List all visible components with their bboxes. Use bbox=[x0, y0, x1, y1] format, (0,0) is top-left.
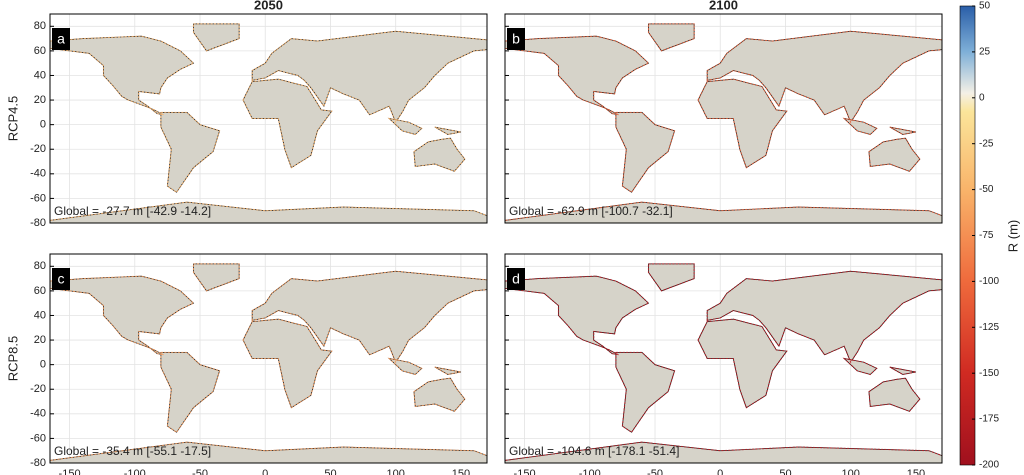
x-tick-label: 150 bbox=[452, 468, 470, 475]
global-annotation: Global = -27.7 m [-42.9 -14.2] bbox=[54, 204, 211, 218]
y-tick-label: 20 bbox=[34, 334, 46, 346]
colorbar-tick-label: -50 bbox=[979, 184, 994, 195]
x-tick-label: -150 bbox=[59, 468, 81, 475]
map-panel: c Global = -35.4 m [-55.1 -17.5] bbox=[49, 253, 488, 464]
x-tick-label: -100 bbox=[579, 468, 601, 475]
row-label: RCP4.5 bbox=[5, 96, 20, 142]
y-tick-label: 40 bbox=[34, 309, 46, 321]
panel-frame bbox=[504, 13, 943, 224]
colorbar-label: R (m) bbox=[1005, 220, 1020, 253]
x-tick-label: -50 bbox=[192, 468, 208, 475]
x-tick-label: 0 bbox=[717, 468, 723, 475]
panel-frame bbox=[504, 253, 943, 464]
y-tick-label: 60 bbox=[34, 285, 46, 297]
column-title: 2050 bbox=[254, 0, 283, 12]
panel-letter: c bbox=[58, 271, 65, 287]
colorbar-tick-label: -25 bbox=[979, 138, 994, 149]
panel-frame bbox=[49, 253, 488, 464]
x-tick-label: -100 bbox=[124, 468, 146, 475]
y-tick-label: -20 bbox=[30, 383, 46, 395]
y-tick-label: 0 bbox=[40, 119, 46, 131]
colorbar-tick-label: -125 bbox=[979, 322, 999, 333]
colorbar-tick-label: -200 bbox=[979, 460, 999, 471]
x-tick-label: 100 bbox=[842, 468, 860, 475]
panel-letter: b bbox=[512, 31, 520, 47]
map-panel: a Global = -27.7 m [-42.9 -14.2] bbox=[49, 13, 488, 224]
letter-box bbox=[52, 268, 70, 290]
x-tick-label: 50 bbox=[324, 468, 336, 475]
row-label: RCP8.5 bbox=[5, 336, 20, 382]
y-tick-label: 40 bbox=[34, 69, 46, 81]
x-tick-label: 100 bbox=[387, 468, 405, 475]
y-tick-label: -20 bbox=[30, 143, 46, 155]
x-tick-label: 0 bbox=[262, 468, 268, 475]
colorbar-tick-label: -175 bbox=[979, 414, 999, 425]
y-tick-label: -60 bbox=[30, 432, 46, 444]
y-tick-label: 20 bbox=[34, 94, 46, 106]
y-tick-label: -60 bbox=[30, 192, 46, 204]
y-tick-label: 80 bbox=[34, 260, 46, 272]
letter-box bbox=[507, 268, 525, 290]
panel-frame bbox=[49, 13, 488, 224]
panel-letter: d bbox=[512, 271, 520, 287]
global-annotation: Global = -62.9 m [-100.7 -32.1] bbox=[509, 204, 673, 218]
x-tick-label: 150 bbox=[907, 468, 925, 475]
x-tick-label: 50 bbox=[779, 468, 791, 475]
letter-box bbox=[507, 28, 525, 50]
global-annotation: Global = -104.6 m [-178.1 -51.4] bbox=[509, 444, 679, 458]
map-panel: d Global = -104.6 m [-178.1 -51.4] bbox=[504, 253, 943, 464]
y-tick-label: 60 bbox=[34, 45, 46, 57]
y-tick-label: -80 bbox=[30, 217, 46, 229]
y-tick-label: -40 bbox=[30, 408, 46, 420]
colorbar-tick-label: 50 bbox=[979, 1, 991, 12]
y-tick-label: 0 bbox=[40, 359, 46, 371]
global-annotation: Global = -35.4 m [-55.1 -17.5] bbox=[54, 444, 211, 458]
colorbar-tick-label: 0 bbox=[979, 92, 985, 103]
colorbar-tick-label: 25 bbox=[979, 47, 991, 58]
x-tick-label: -50 bbox=[647, 468, 663, 475]
y-tick-label: -40 bbox=[30, 168, 46, 180]
column-title: 2100 bbox=[709, 0, 738, 12]
colorbar-tick-label: -100 bbox=[979, 276, 999, 287]
colorbar-tick-label: -75 bbox=[979, 230, 994, 241]
map-panel: b Global = -62.9 m [-100.7 -32.1] bbox=[504, 13, 943, 224]
y-tick-label: 80 bbox=[34, 20, 46, 32]
colorbar-tick-label: -150 bbox=[979, 368, 999, 379]
letter-box bbox=[52, 28, 70, 50]
panel-letter: a bbox=[57, 31, 65, 47]
y-tick-label: -80 bbox=[30, 457, 46, 469]
x-tick-label: -150 bbox=[514, 468, 536, 475]
